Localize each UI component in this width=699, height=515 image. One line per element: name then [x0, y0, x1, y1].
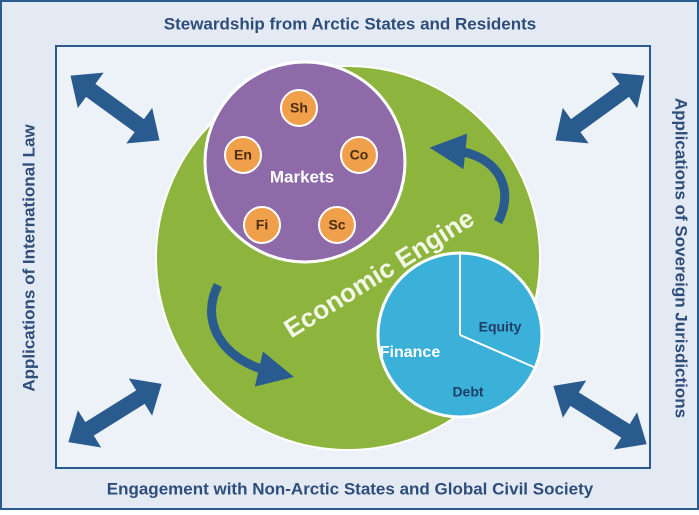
market-item-label: Fi: [256, 217, 268, 233]
market-item-circle: [280, 89, 318, 127]
finance-segment: Debt: [452, 384, 483, 400]
markets-label: Markets: [270, 167, 334, 186]
cycle-arrow: [429, 133, 510, 225]
footer-title: Engagement with Non-Arctic States and Gl…: [107, 479, 594, 498]
market-item-circle: [224, 136, 262, 174]
double-arrows: [68, 72, 647, 450]
finance-segment: Equity: [479, 319, 522, 335]
header-title: Stewardship from Arctic States and Resid…: [164, 14, 537, 33]
market-item-label: Co: [350, 147, 369, 163]
market-item-circle: [243, 206, 281, 244]
arrow: [70, 72, 160, 144]
arrow: [555, 72, 645, 144]
cycle-arrow: [207, 282, 294, 387]
finance-label: Finance: [380, 344, 441, 361]
market-item-circle: [318, 206, 356, 244]
right-label: Applications of Sovereign Jurisdictions: [672, 98, 691, 418]
market-item-circle: [340, 136, 378, 174]
pie-divider: [459, 334, 537, 369]
market-item-label: Sc: [328, 217, 345, 233]
arrow: [553, 380, 647, 450]
market-item-label: En: [234, 147, 252, 163]
market-item-label: Sh: [290, 100, 308, 116]
arrow: [68, 378, 162, 448]
left-label: Applications of International Law: [19, 124, 38, 392]
